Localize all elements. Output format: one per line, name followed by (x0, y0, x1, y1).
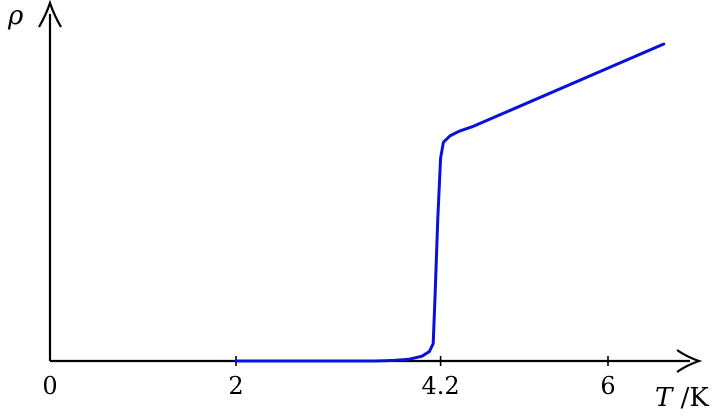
x-axis-label-symbol: T (655, 383, 674, 413)
series-line (234, 42, 666, 363)
x-tick-label: 6 (600, 372, 615, 400)
x-ticks: 0 2 4.2 6 (42, 356, 616, 400)
x-axis-label: T /K (655, 383, 709, 413)
x-axis-label-unit: /K (672, 383, 709, 413)
y-axis-label: ρ (7, 1, 24, 31)
y-axis-arrowhead (38, 0, 62, 28)
x-tick-label: 4.2 (422, 372, 460, 400)
x-tick-label: 2 (228, 372, 243, 400)
x-axis-arrowhead (676, 349, 703, 373)
y-axis (38, 0, 62, 361)
x-tick-label: 0 (42, 372, 57, 400)
data-series (234, 42, 666, 363)
